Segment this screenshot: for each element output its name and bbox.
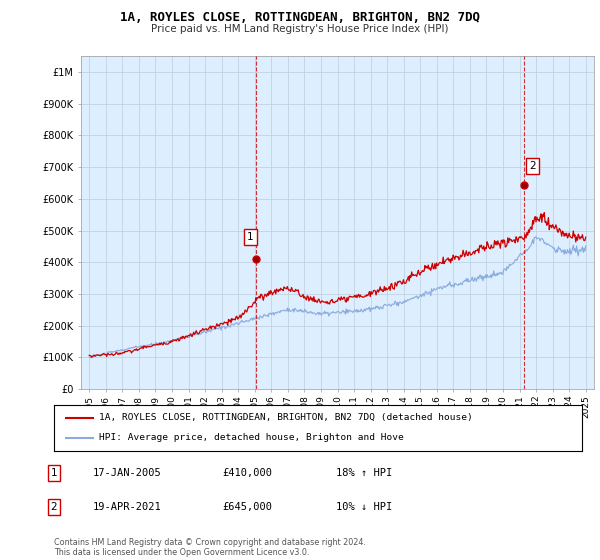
- Text: Price paid vs. HM Land Registry's House Price Index (HPI): Price paid vs. HM Land Registry's House …: [151, 24, 449, 34]
- Text: 19-APR-2021: 19-APR-2021: [93, 502, 162, 512]
- Text: 1: 1: [247, 232, 254, 242]
- Text: HPI: Average price, detached house, Brighton and Hove: HPI: Average price, detached house, Brig…: [99, 433, 404, 442]
- Text: 2: 2: [50, 502, 58, 512]
- Text: 17-JAN-2005: 17-JAN-2005: [93, 468, 162, 478]
- Text: £410,000: £410,000: [222, 468, 272, 478]
- Text: 1A, ROYLES CLOSE, ROTTINGDEAN, BRIGHTON, BN2 7DQ: 1A, ROYLES CLOSE, ROTTINGDEAN, BRIGHTON,…: [120, 11, 480, 24]
- Text: 2: 2: [529, 161, 536, 171]
- Text: £645,000: £645,000: [222, 502, 272, 512]
- Text: 18% ↑ HPI: 18% ↑ HPI: [336, 468, 392, 478]
- Text: 1A, ROYLES CLOSE, ROTTINGDEAN, BRIGHTON, BN2 7DQ (detached house): 1A, ROYLES CLOSE, ROTTINGDEAN, BRIGHTON,…: [99, 413, 473, 422]
- Text: 1: 1: [50, 468, 58, 478]
- Text: 10% ↓ HPI: 10% ↓ HPI: [336, 502, 392, 512]
- Text: Contains HM Land Registry data © Crown copyright and database right 2024.
This d: Contains HM Land Registry data © Crown c…: [54, 538, 366, 557]
